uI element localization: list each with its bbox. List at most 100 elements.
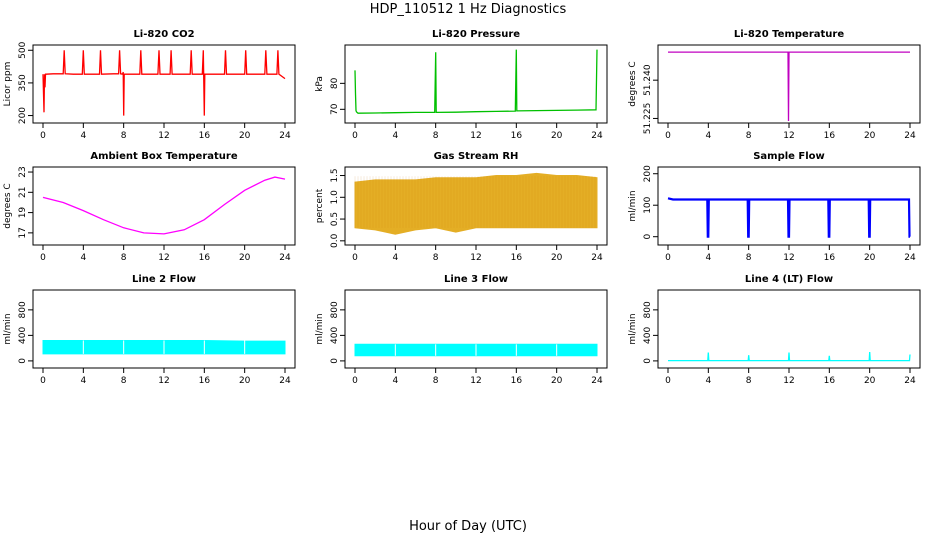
y-tick-label: 500 (18, 41, 28, 58)
series-line (354, 49, 598, 114)
y-tick-label: 1.5 (330, 168, 340, 182)
y-axis-label: ml/min (315, 313, 325, 344)
x-tick-label: 16 (824, 131, 836, 141)
page-title: HDP_110512 1 Hz Diagnostics (369, 2, 567, 17)
chart-panel: Ambient Box Temperature degrees C 0 4 8 12 16 2… (3, 151, 296, 263)
y-tick-label: 1.0 (330, 190, 340, 205)
x-tick-label: 0 (352, 376, 358, 386)
panel-title: Gas Stream RH (434, 151, 519, 162)
x-tick-label: 4 (705, 131, 711, 141)
x-tick-label: 12 (470, 253, 481, 263)
x-tick-label: 16 (824, 253, 836, 263)
x-tick-label: 8 (433, 253, 439, 263)
y-tick-label: 0.0 (330, 233, 340, 248)
panel-title: Line 3 Flow (444, 274, 508, 285)
y-axis-label: ml/min (628, 313, 638, 344)
x-tick-label: 8 (433, 131, 439, 141)
y-tick-label: 23 (18, 166, 28, 177)
panel-title: Line 2 Flow (132, 274, 196, 285)
x-tick-label: 24 (904, 131, 916, 141)
y-axis-label: ml/min (628, 190, 638, 221)
y-tick-label: 200 (18, 107, 28, 124)
x-tick-label: 4 (80, 376, 86, 386)
y-tick-label: 0 (643, 234, 653, 240)
series-line (42, 176, 286, 235)
x-tick-label: 8 (746, 131, 752, 141)
x-tick-label: 20 (864, 376, 876, 386)
x-tick-label: 12 (783, 376, 794, 386)
x-tick-label: 8 (433, 376, 439, 386)
x-tick-label: 0 (665, 253, 671, 263)
chart-panel: Gas Stream RH percent 0 4 8 12 16 20 24 0.0 0.5 1.0… (315, 151, 608, 263)
x-tick-label: 12 (470, 376, 481, 386)
x-tick-label: 12 (783, 253, 794, 263)
plot-frame (32, 289, 296, 369)
y-axis-label: percent (315, 188, 325, 223)
x-tick-label: 0 (352, 131, 358, 141)
panel-title: Ambient Box Temperature (90, 151, 237, 162)
series-line (667, 197, 911, 238)
chart-panel: Sample Flow ml/min 0 4 8 12 16 20 24 0 100 200 (628, 151, 921, 263)
x-axis-label: Hour of Day (UTC) (409, 519, 527, 534)
panel-title: Li-820 CO2 (133, 29, 194, 40)
y-tick-label: 400 (330, 327, 340, 344)
panel-title: Li-820 Temperature (734, 29, 844, 40)
chart-panel: Li-820 Temperature degrees C 0 4 8 12 16 20 24 51… (628, 29, 921, 141)
x-tick-label: 0 (665, 376, 671, 386)
x-tick-label: 20 (864, 131, 876, 141)
x-tick-label: 20 (239, 131, 251, 141)
y-tick-label: 21 (18, 187, 28, 198)
y-tick-label: 0.5 (330, 212, 340, 226)
x-tick-label: 8 (746, 376, 752, 386)
chart-panel: Line 2 Flow ml/min 0 4 8 12 16 20 24 0 400 800 (3, 274, 296, 386)
y-tick-label: 400 (643, 327, 653, 344)
y-tick-label: 350 (18, 74, 28, 91)
y-tick-label: 80 (330, 77, 340, 89)
x-tick-label: 24 (279, 131, 291, 141)
x-tick-label: 0 (352, 253, 358, 263)
x-tick-label: 4 (80, 131, 86, 141)
panel-title: Sample Flow (753, 151, 825, 162)
y-axis-label: degrees C (3, 183, 13, 228)
y-tick-label: 0 (330, 358, 340, 364)
x-tick-label: 16 (199, 131, 211, 141)
x-tick-label: 0 (665, 131, 671, 141)
x-tick-label: 4 (705, 376, 711, 386)
series-band (354, 172, 598, 235)
x-tick-label: 0 (40, 376, 46, 386)
x-tick-label: 20 (551, 253, 563, 263)
x-tick-label: 4 (392, 131, 398, 141)
x-tick-label: 24 (904, 376, 916, 386)
x-tick-label: 24 (279, 376, 291, 386)
x-tick-label: 24 (591, 131, 603, 141)
x-tick-label: 0 (40, 131, 46, 141)
x-tick-label: 16 (511, 131, 523, 141)
x-tick-label: 16 (511, 376, 523, 386)
y-tick-label: 70 (330, 103, 340, 115)
x-tick-label: 4 (705, 253, 711, 263)
series-line (668, 351, 911, 362)
x-tick-label: 24 (279, 253, 291, 263)
y-axis-label: degrees C (628, 61, 638, 106)
x-tick-label: 4 (392, 376, 398, 386)
chart-panel: Line 3 Flow ml/min 0 4 8 12 16 20 24 0 400 800 (315, 274, 608, 386)
x-tick-label: 4 (392, 253, 398, 263)
x-tick-label: 16 (824, 376, 836, 386)
y-tick-label: 800 (18, 301, 28, 318)
x-tick-label: 8 (121, 376, 127, 386)
y-tick-label: 0 (643, 358, 653, 364)
y-tick-label: 100 (643, 196, 653, 213)
x-tick-label: 16 (199, 376, 211, 386)
x-tick-label: 12 (158, 376, 169, 386)
y-tick-label: 200 (643, 165, 653, 182)
chart-panel: Line 4 (LT) Flow ml/min 0 4 8 12 16 20 24 0 400 800 (628, 274, 921, 386)
x-tick-label: 24 (591, 253, 603, 263)
chart-panel: Li-820 Pressure kPa 0 4 8 12 16 20 24 70 80 (315, 29, 608, 141)
panel-title: Li-820 Pressure (432, 29, 520, 40)
y-tick-label: 0 (18, 358, 28, 364)
x-tick-label: 12 (158, 253, 169, 263)
panel-title: Line 4 (LT) Flow (745, 274, 833, 285)
x-tick-label: 8 (746, 253, 752, 263)
plot-frame (32, 44, 296, 124)
